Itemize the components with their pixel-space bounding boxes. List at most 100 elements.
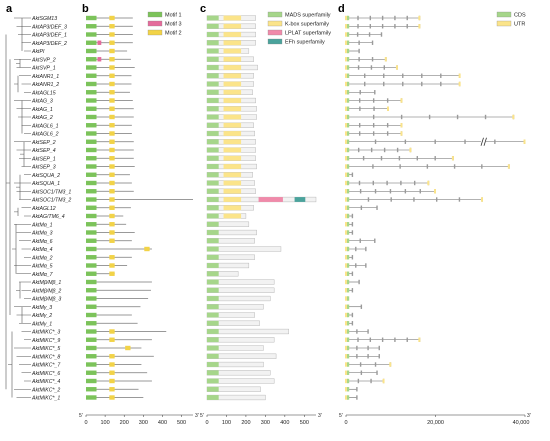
exon-box: [357, 65, 360, 70]
mads-domain: [207, 56, 219, 62]
gene-label: AktAP3/DEF_2: [31, 41, 67, 47]
exon-box: [365, 263, 367, 268]
mads-domain: [207, 213, 219, 219]
mads-domain: [207, 271, 219, 277]
motif-2-box: [109, 263, 115, 268]
panel-label-a: a: [6, 3, 13, 15]
gene-label: AktSEP_3: [31, 165, 56, 171]
legend-label: Motif 2: [165, 31, 182, 37]
utr-box: [480, 197, 483, 202]
exon-box: [399, 164, 401, 169]
exon-box: [356, 345, 358, 351]
cds-box: [347, 189, 350, 194]
utr-box: [458, 81, 461, 87]
exon-box: [434, 156, 436, 161]
gene-label: AktAGL6_1: [31, 123, 59, 129]
axis-tick-label: 400: [158, 420, 167, 426]
domain-panel: 5' 3' 0 100 200 300 400 500 MADS superfamily K-bo…: [200, 11, 331, 426]
gene-label: AktMγ_2: [31, 313, 52, 319]
motif-2-box: [109, 156, 115, 161]
mads-domain: [207, 131, 219, 136]
motif-1-box: [86, 114, 97, 120]
motif-1-box: [86, 255, 97, 260]
gene-label: AktAGL15: [31, 90, 56, 96]
axis-end-label: 3': [318, 413, 322, 419]
cds-box: [347, 238, 350, 243]
kbox-domain: [223, 172, 242, 178]
exon-box: [372, 123, 375, 128]
cds-box: [347, 345, 350, 351]
exon-box: [356, 354, 358, 359]
cds-box: [347, 147, 350, 153]
motif-1-box: [86, 312, 97, 318]
mads-domain: [207, 246, 219, 252]
utr-box: [345, 288, 348, 293]
exon-box: [372, 114, 375, 120]
utr-box: [345, 81, 348, 87]
kbox-domain: [223, 213, 242, 219]
axis-end-label: 3': [195, 413, 199, 419]
mads-domain: [207, 147, 219, 153]
exon-box: [381, 24, 384, 29]
legend-label: MADS superfamily: [285, 13, 331, 19]
motif-2-box: [109, 395, 115, 400]
legend-swatch: [147, 11, 163, 18]
gene-label: AktAGL12: [31, 206, 56, 212]
cds-box: [347, 354, 350, 359]
motif-1-box: [86, 362, 97, 367]
utr-box: [345, 156, 348, 161]
exon-box: [378, 345, 380, 351]
gene-label: AktSOC1/TM3_1: [31, 189, 71, 195]
legend-swatch: [267, 11, 283, 18]
exon-box: [416, 156, 418, 161]
exon-box: [383, 73, 385, 78]
exon-box: [358, 48, 360, 54]
cds-box: [347, 321, 350, 326]
exon-box: [364, 81, 366, 87]
axis-start-label: 5': [79, 413, 83, 419]
motif-2-box: [109, 15, 115, 21]
panel-label-d: d: [338, 3, 345, 15]
exon-box: [351, 213, 354, 219]
motif-1-box: [86, 73, 97, 78]
mads-domain: [207, 106, 219, 112]
exon-box: [359, 106, 361, 111]
mads-domain: [207, 304, 219, 310]
utr-box: [345, 131, 348, 136]
legend-label: LPLAT superfamily: [285, 31, 331, 37]
motif-1-box: [86, 345, 97, 351]
motif-2-box: [109, 81, 115, 87]
lplat-domain: [258, 197, 283, 202]
gene-label: AktMIKC*_9: [31, 338, 60, 344]
motif-1-box: [86, 189, 97, 194]
utr-box: [400, 131, 403, 136]
exon-box: [372, 131, 375, 136]
kbox-domain: [223, 155, 242, 161]
cds-box: [347, 15, 350, 21]
utr-box: [345, 24, 348, 29]
exon-box: [356, 395, 358, 400]
cds-box: [347, 337, 350, 342]
motif-1-box: [86, 354, 97, 359]
exon-box: [440, 81, 442, 87]
exon-box: [351, 255, 354, 260]
kbox-domain: [223, 98, 242, 103]
exon-box: [357, 147, 360, 153]
utr-box: [345, 321, 348, 326]
motif-3-box: [97, 40, 102, 45]
motif-1-box: [86, 24, 97, 29]
exon-box: [359, 189, 362, 194]
kbox-domain: [223, 131, 242, 136]
utr-box: [345, 73, 348, 78]
cds-box: [347, 246, 350, 252]
motif-1-box: [86, 304, 97, 309]
utr-box: [345, 378, 348, 384]
mads-domain: [207, 172, 219, 178]
gene-label: AktMβ/Mβ_2: [31, 288, 61, 294]
kbox-domain: [223, 139, 242, 145]
cds-box: [347, 106, 350, 111]
utr-box: [507, 164, 510, 169]
utr-box: [345, 15, 348, 21]
exon-box: [389, 189, 392, 194]
motif-1-box: [86, 329, 97, 334]
